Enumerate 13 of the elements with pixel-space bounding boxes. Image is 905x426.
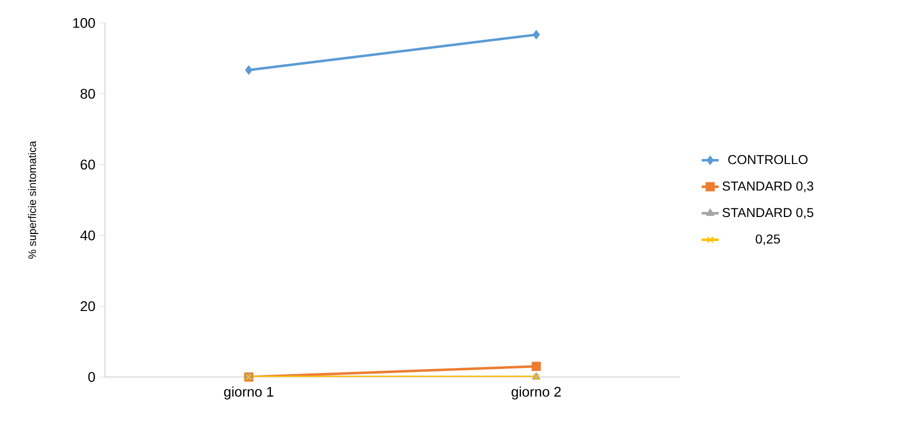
y-tick-label: 20 [80, 301, 95, 312]
legend-label: STANDARD 0,5 [722, 208, 814, 219]
y-tick-label: 80 [80, 88, 95, 99]
y-tick-label: 60 [80, 160, 95, 170]
y-tick-label: 100 [73, 18, 95, 28]
text: 0,25 [756, 234, 780, 246]
y-axis-title: % superficie sintomatica [28, 140, 38, 259]
legend-label: CONTROLLO [728, 155, 808, 164]
y-tick-label: 0 [88, 372, 95, 382]
legend-label: STANDARD 0,3 [722, 181, 814, 192]
y-tick-label: 40 [80, 230, 95, 240]
x-tick-label: giorno 2 [512, 386, 561, 400]
x-tick-label: giorno 1 [224, 386, 274, 400]
